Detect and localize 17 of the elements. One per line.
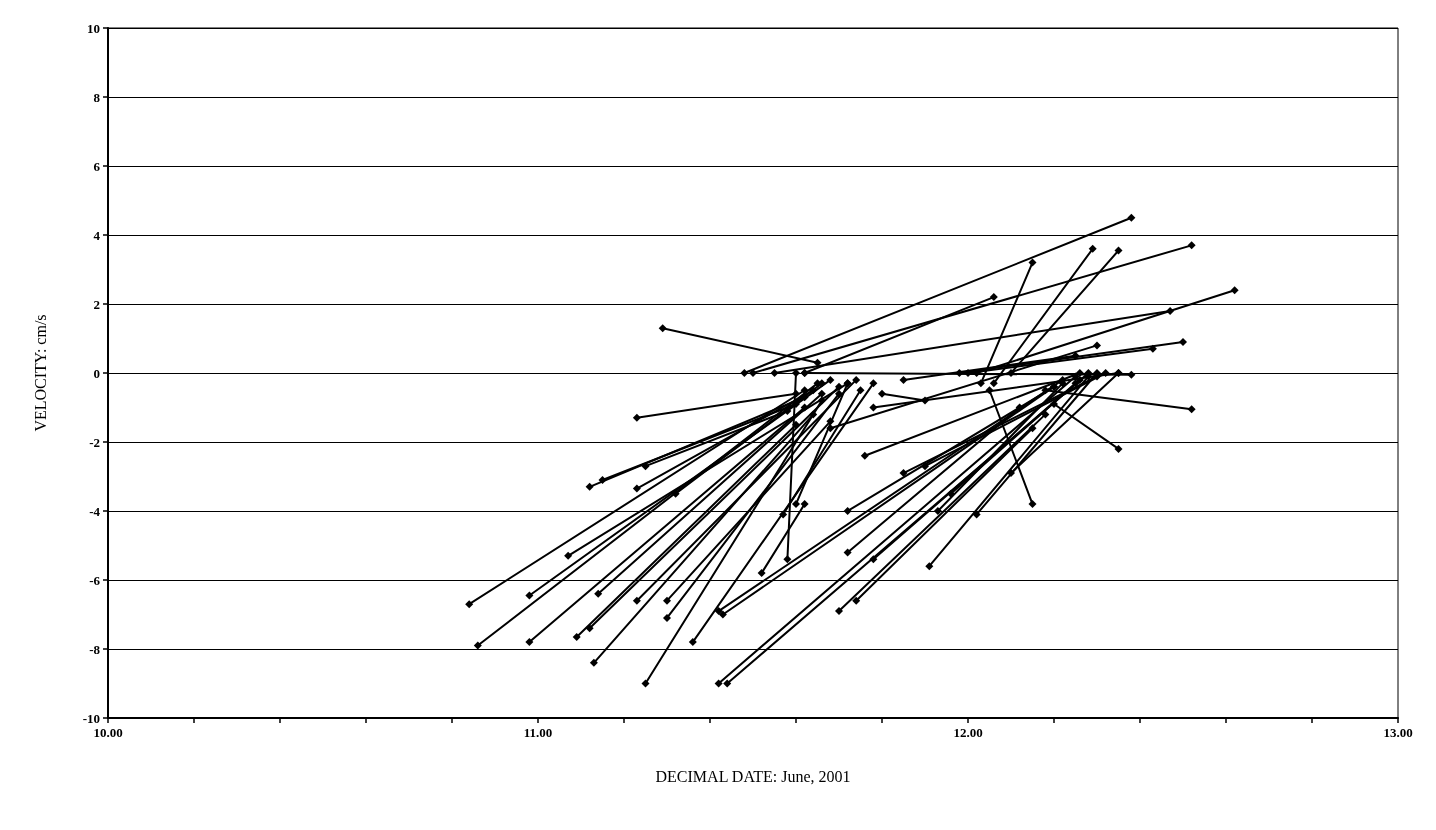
x-tick-label: 11.00: [523, 725, 553, 740]
y-tick-label: -6: [89, 572, 101, 588]
x-axis-title: DECIMAL DATE: June, 2001: [655, 767, 851, 785]
y-tick-label: -2: [89, 434, 100, 450]
y-tick-label: -8: [89, 641, 101, 657]
x-tick-label: 10.00: [93, 725, 123, 740]
y-tick-label: 2: [93, 296, 100, 312]
x-tick-label: 12.00: [953, 725, 983, 740]
y-tick-label: 8: [93, 89, 101, 105]
y-tick-label: -10: [82, 710, 100, 726]
y-tick-label: -4: [89, 503, 101, 519]
y-tick-label: 0: [93, 365, 100, 381]
y-tick-label: 4: [93, 227, 101, 243]
x-tick-label: 13.00: [1383, 725, 1413, 740]
y-tick-label: 10: [87, 20, 100, 36]
y-tick-label: 6: [93, 158, 101, 174]
y-axis-title: VELOCITY: cm/s: [31, 314, 49, 432]
